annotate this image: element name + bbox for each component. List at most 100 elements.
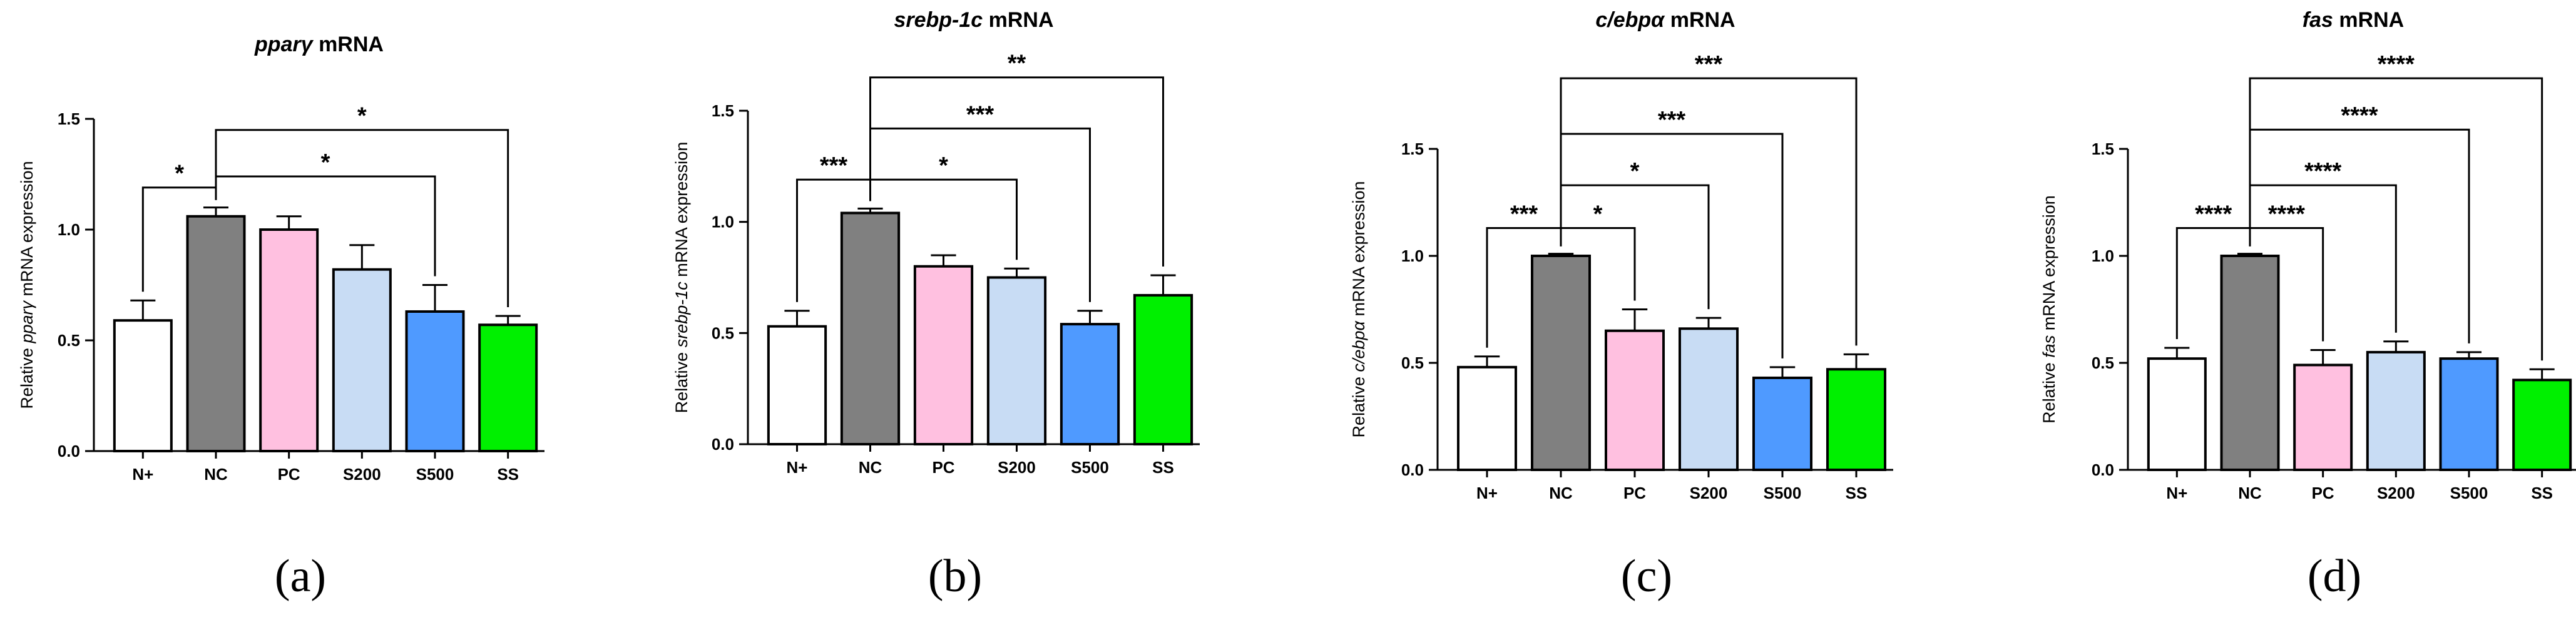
x-tick-label-S500: S500 (1764, 484, 1802, 502)
significance-label: **** (2268, 201, 2305, 228)
x-tick-label-SS: SS (1152, 458, 1174, 477)
significance-label: * (939, 153, 948, 179)
significance-label: * (1630, 158, 1640, 185)
bar-S500 (1752, 376, 1813, 471)
x-tick-label-NC: NC (859, 458, 882, 477)
significance-label: **** (2378, 51, 2415, 78)
significance-label: *** (1695, 51, 1723, 78)
y-axis-label-gene: c/ebpα (1349, 320, 1368, 372)
y-tick-label: 1.0 (2092, 246, 2114, 265)
significance-label: *** (1510, 201, 1538, 228)
y-tick-label: 0.5 (712, 323, 734, 342)
y-axis-label-prefix: Relative (672, 347, 691, 413)
y-axis-label-suffix: mRNA expression (672, 142, 691, 282)
significance-label: * (321, 150, 330, 176)
bar-PC (2293, 363, 2353, 471)
y-tick-label: 1.0 (712, 213, 734, 231)
x-tick-label-SS: SS (2531, 484, 2553, 502)
y-tick-label: 1.5 (1401, 140, 1424, 158)
bar-SS (1826, 368, 1887, 472)
x-tick-label-SS: SS (1846, 484, 1868, 502)
significance-label: * (175, 161, 184, 187)
significance-label: **** (2195, 201, 2232, 228)
y-axis-label-suffix: mRNA expression (2040, 195, 2058, 335)
x-tick-label-SS: SS (497, 465, 519, 484)
panel-label: (b) (928, 551, 982, 602)
y-tick-label: 1.5 (2092, 140, 2114, 158)
chart-panel-1: srebp-1c mRNA 0.0 0.5 1.0 1.5 Relative srebp-… (672, 8, 1200, 602)
bar-S200 (986, 276, 1047, 445)
y-axis-label-gene: fas (2040, 335, 2058, 358)
significance-bracket (869, 127, 1091, 302)
panel-label: (c) (1621, 551, 1672, 602)
chart-title-gene: srebp-1c (894, 8, 983, 32)
x-tick-label-NC: NC (204, 465, 228, 484)
y-tick-label: 0.5 (58, 331, 80, 350)
x-tick-label-S500: S500 (1071, 458, 1109, 477)
y-axis-label-prefix: Relative (1349, 372, 1368, 438)
significance-bracket (215, 175, 436, 277)
x-tick-label-N+: N+ (2166, 484, 2187, 502)
y-axis-label: Relative fas mRNA expression (2040, 195, 2058, 424)
chart-title: c/ebpα mRNA (1595, 8, 1735, 32)
chart-panel-3: fas mRNA 0.0 0.5 1.0 1.5 Relative fas mRNA ex… (2040, 8, 2576, 602)
bar-S500 (1060, 323, 1120, 445)
y-axis-label: Relative c/ebpα mRNA expression (1349, 181, 1368, 437)
bar-PC (1604, 329, 1665, 472)
chart-title-suffix: mRNA (313, 33, 384, 56)
significance-label: * (1593, 201, 1603, 228)
bar-S200 (332, 268, 392, 452)
significance-label: *** (820, 153, 848, 179)
x-tick-label-S500: S500 (416, 465, 454, 484)
y-axis-label: Relative pparγ mRNA expression (18, 161, 36, 409)
x-tick-label-S200: S200 (998, 458, 1036, 477)
significance-label: **** (2341, 103, 2378, 129)
bar-NC (840, 211, 901, 445)
significance-bracket (1560, 133, 1784, 358)
chart-title-suffix: mRNA (1664, 8, 1735, 32)
y-tick-label: 0.0 (58, 442, 80, 460)
y-tick-label: 0.5 (2092, 353, 2114, 372)
y-tick-label: 1.0 (1401, 246, 1424, 265)
y-axis-label-prefix: Relative (2040, 358, 2058, 424)
x-tick-label-S500: S500 (2450, 484, 2488, 502)
chart-title-suffix: mRNA (983, 8, 1053, 32)
significance-bracket (2249, 77, 2543, 361)
significance-label: ** (1008, 51, 1026, 77)
y-tick-label: 1.0 (58, 220, 80, 239)
significance-bracket (869, 76, 1164, 267)
significance-label: *** (1658, 107, 1686, 133)
bar-N+ (113, 319, 173, 453)
y-tick-label: 1.5 (58, 109, 80, 128)
chart-title-gene: pparγ (254, 33, 314, 56)
y-tick-label: 1.5 (712, 101, 734, 120)
x-tick-label-N+: N+ (787, 458, 808, 477)
chart-panel-2: c/ebpα mRNA 0.0 0.5 1.0 1.5 Relative c/ebpα m… (1349, 8, 1893, 602)
y-axis-label-gene: pparγ (18, 300, 36, 344)
x-tick-label-PC: PC (1623, 484, 1646, 502)
y-axis-label-prefix: Relative (18, 343, 36, 409)
bar-S500 (2439, 357, 2499, 471)
chart-title-gene: fas (2303, 8, 2333, 32)
x-tick-label-N+: N+ (1476, 484, 1498, 502)
y-axis-label-suffix: mRNA expression (1349, 181, 1368, 321)
y-axis-label-suffix: mRNA expression (18, 161, 36, 301)
bar-N+ (767, 325, 827, 445)
significance-bracket (1560, 77, 1858, 346)
y-tick-label: 0.0 (2092, 460, 2114, 479)
chart-title: pparγ mRNA (254, 33, 384, 56)
panel-label: (d) (2308, 551, 2361, 602)
chart-title: srebp-1c mRNA (894, 8, 1053, 32)
x-tick-label-PC: PC (932, 458, 954, 477)
bar-SS (478, 323, 538, 452)
panel-label: (a) (275, 551, 326, 602)
x-tick-label-NC: NC (2238, 484, 2262, 502)
bar-S200 (2366, 350, 2426, 472)
x-tick-label-S200: S200 (343, 465, 381, 484)
significance-label: *** (966, 101, 994, 128)
significance-label: **** (2304, 158, 2341, 185)
bar-NC (1530, 255, 1592, 471)
x-tick-label-N+: N+ (132, 465, 153, 484)
y-axis-label: Relative srebp-1c mRNA expression (672, 142, 691, 414)
